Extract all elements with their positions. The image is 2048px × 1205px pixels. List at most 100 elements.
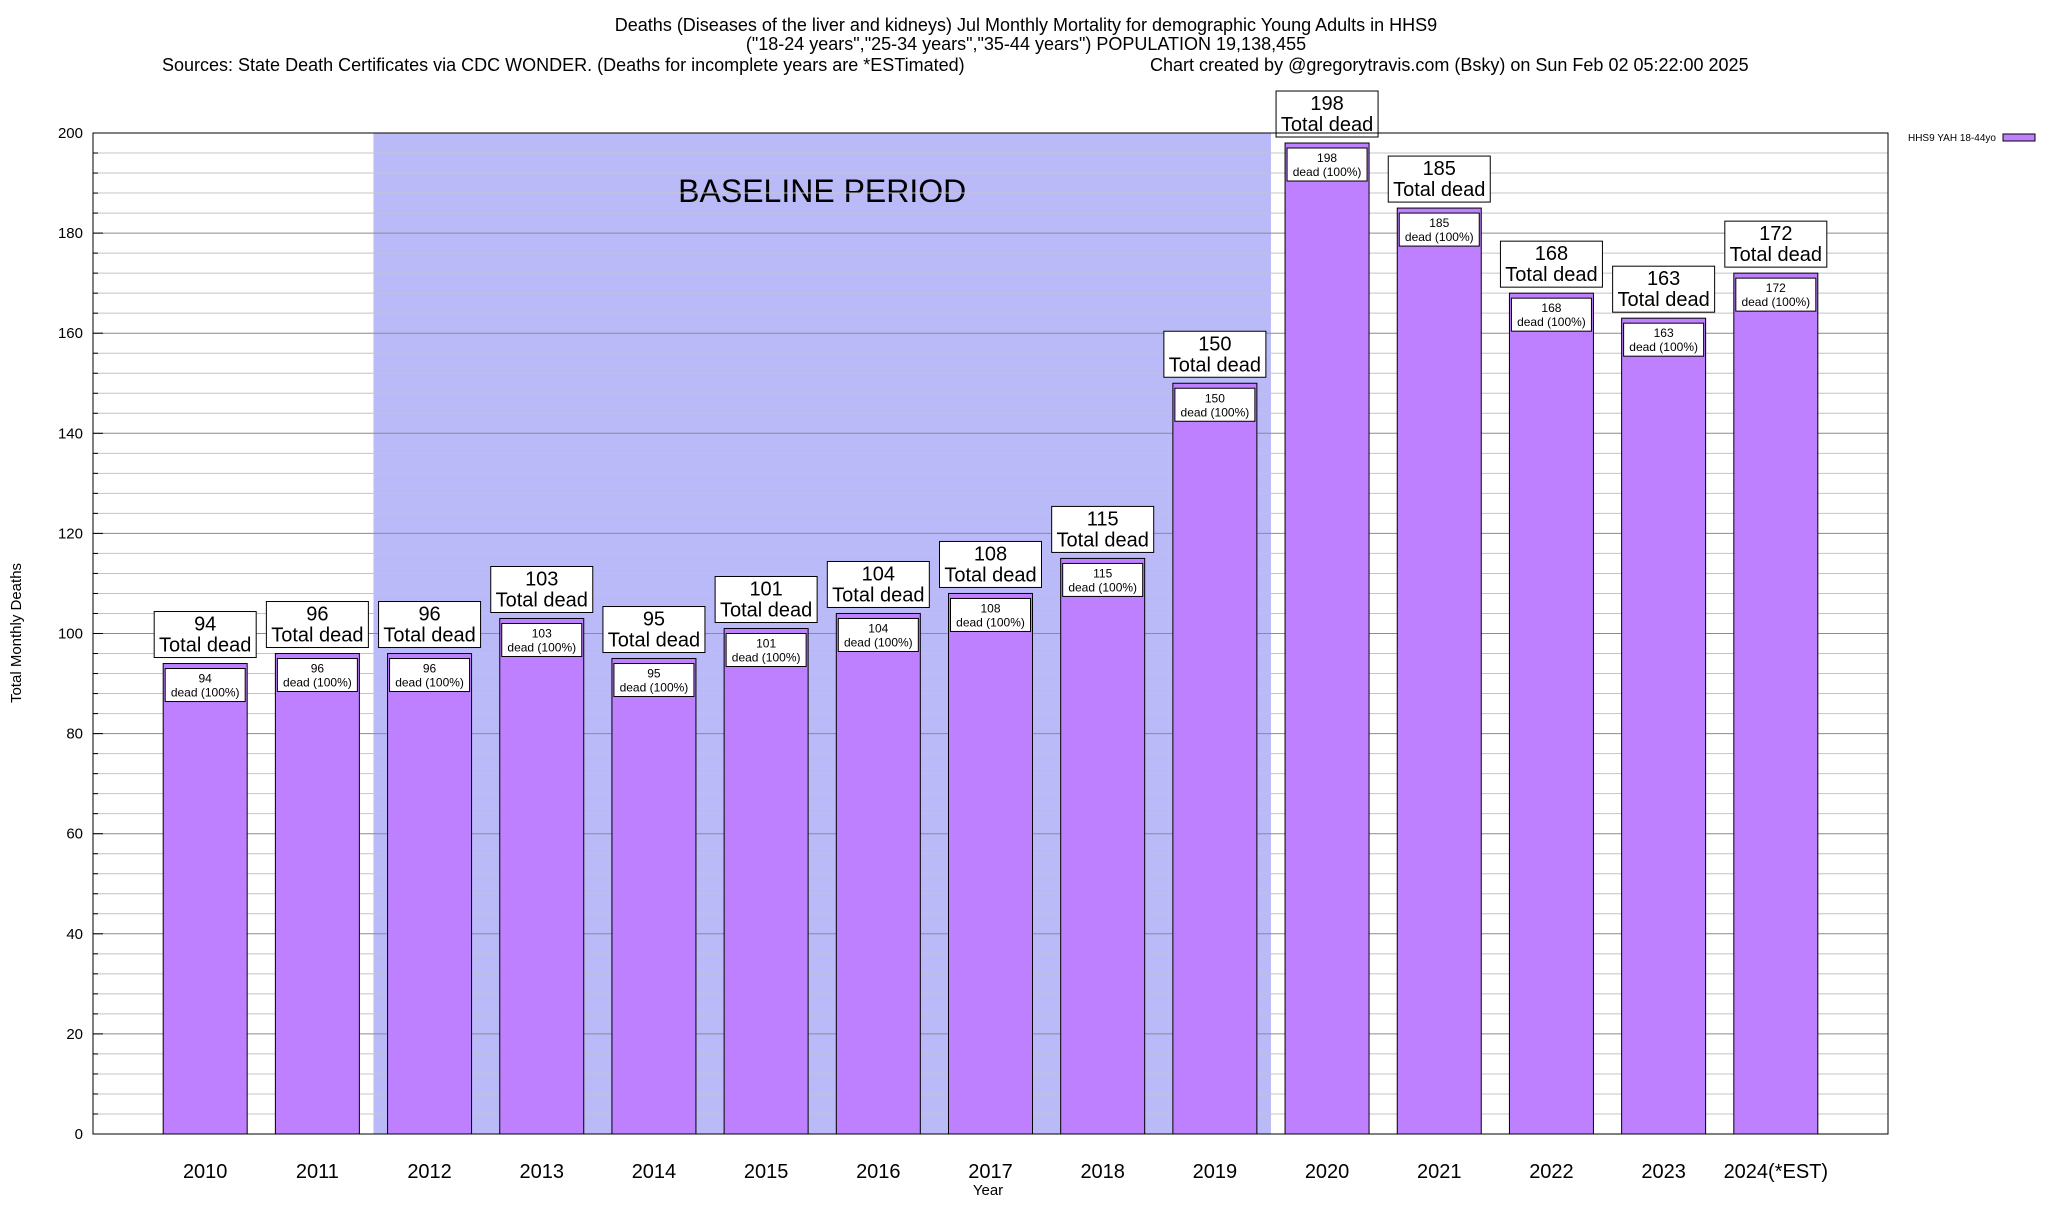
bar-inner-percent-label: dead (100%) <box>956 615 1025 629</box>
bar-inner-value-label: 163 <box>1654 326 1674 340</box>
bar-inner-label-box <box>1174 387 1256 422</box>
bar-total-value-label: 172 <box>1759 223 1792 245</box>
bar-total-value-label: 150 <box>1198 333 1231 355</box>
y-tick-label: 160 <box>58 325 83 342</box>
bar-inner-label-box <box>613 663 695 698</box>
bar-inner-label-box <box>164 668 246 703</box>
bar-inner-label-box <box>1398 212 1480 247</box>
bar-inner-percent-label: dead (100%) <box>1181 405 1250 419</box>
bar-inner-value-label: 198 <box>1317 151 1337 165</box>
bar-inner-label-box <box>1735 277 1817 312</box>
x-tick-label: 2011 <box>296 1161 339 1183</box>
bar-inner-percent-label: dead (100%) <box>1517 315 1586 329</box>
bar <box>274 653 360 1135</box>
bar-inner-percent-label: dead (100%) <box>171 686 240 700</box>
bar-inner-label-box <box>1286 147 1368 182</box>
bar-total-value-label: 108 <box>974 543 1007 565</box>
bar-total-dead-label: Total dead <box>608 630 700 652</box>
chart-title-line-1: Deaths (Diseases of the liver and kidney… <box>615 15 1437 35</box>
bar-total-value-label: 185 <box>1423 158 1456 180</box>
bar-inner-percent-label: dead (100%) <box>283 676 352 690</box>
x-tick-label: 2013 <box>520 1161 565 1183</box>
bar-total-dead-label: Total dead <box>944 564 1036 586</box>
bar-total-value-label: 95 <box>643 609 665 631</box>
bar-total-dead-label: Total dead <box>271 625 363 647</box>
bar-inner-percent-label: dead (100%) <box>1293 165 1362 179</box>
bar-inner-value-label: 168 <box>1541 301 1561 315</box>
y-tick-label: 20 <box>66 1026 83 1043</box>
bar-inner-value-label: 104 <box>868 621 888 635</box>
y-tick-label: 180 <box>58 225 83 242</box>
bar-total-value-label: 103 <box>525 568 558 590</box>
bar-inner-percent-label: dead (100%) <box>1741 295 1810 309</box>
x-tick-label: 2012 <box>407 1161 452 1183</box>
bar-inner-label-box <box>276 658 358 693</box>
bar-inner-percent-label: dead (100%) <box>395 676 464 690</box>
bar-total-value-label: 168 <box>1535 243 1568 265</box>
bar-inner-percent-label: dead (100%) <box>620 681 689 695</box>
y-axis-label: Total Monthly Deaths <box>8 563 25 703</box>
bar-inner-value-label: 115 <box>1093 566 1112 580</box>
bar <box>1172 382 1258 1135</box>
y-tick-label: 200 <box>58 125 83 142</box>
bar-inner-value-label: 108 <box>980 601 1000 615</box>
x-tick-label: 2018 <box>1080 1161 1125 1183</box>
bar-inner-percent-label: dead (100%) <box>732 650 801 664</box>
bar-total-value-label: 94 <box>194 614 216 636</box>
bar <box>387 653 473 1135</box>
bar-total-label-box <box>714 575 818 623</box>
bar-total-dead-label: Total dead <box>1281 114 1373 136</box>
bar-total-value-label: 96 <box>306 604 328 626</box>
bar-total-dead-label: Total dead <box>496 589 588 611</box>
x-tick-label: 2022 <box>1529 1161 1574 1183</box>
y-tick-label: 40 <box>66 926 83 943</box>
x-tick-label: 2015 <box>744 1161 789 1183</box>
y-tick-label: 80 <box>66 726 83 743</box>
bar-total-label-box <box>378 601 482 649</box>
bar <box>1508 292 1594 1135</box>
bar-inner-label-box <box>389 658 471 693</box>
bar-total-dead-label: Total dead <box>159 635 251 657</box>
x-tick-label: 2020 <box>1305 1161 1350 1183</box>
bar <box>162 663 248 1135</box>
bar-total-dead-label: Total dead <box>1617 289 1709 311</box>
bar-total-label-box <box>490 565 594 613</box>
y-tick-label: 140 <box>58 425 83 442</box>
bar-inner-label-box <box>950 597 1031 632</box>
bar-total-label-box <box>1724 220 1828 268</box>
bar-inner-percent-label: dead (100%) <box>844 635 913 649</box>
bar-total-dead-label: Total dead <box>1393 179 1485 201</box>
legend-swatch <box>2002 133 2036 142</box>
bar-total-label-box <box>265 601 369 649</box>
bar-total-dead-label: Total dead <box>1169 354 1261 376</box>
bar <box>1060 557 1146 1135</box>
bar-inner-value-label: 150 <box>1205 391 1225 405</box>
bar <box>1621 317 1707 1135</box>
bar-inner-label-box <box>1623 322 1705 357</box>
bar <box>1733 272 1819 1135</box>
bar-inner-label-box <box>501 622 583 657</box>
bar <box>611 658 697 1135</box>
bar-inner-percent-label: dead (100%) <box>1405 230 1474 244</box>
bar-inner-value-label: 172 <box>1766 281 1786 295</box>
bar-total-label-box <box>939 540 1042 588</box>
bar-inner-percent-label: dead (100%) <box>507 640 576 654</box>
bar <box>1284 142 1370 1135</box>
bar-inner-value-label: 94 <box>199 672 213 686</box>
x-tick-label: 2024(*EST) <box>1724 1161 1829 1183</box>
x-axis-label: Year <box>973 1182 1003 1199</box>
chart-credit: Chart created by @gregorytravis.com (Bsk… <box>1150 55 1749 75</box>
x-tick-label: 2017 <box>968 1161 1013 1183</box>
bar <box>948 592 1033 1135</box>
bar-total-label-box <box>826 560 930 608</box>
bar-total-label-box <box>153 611 257 659</box>
bar-inner-label-box <box>1062 562 1144 597</box>
bar-total-dead-label: Total dead <box>383 625 475 647</box>
x-tick-label: 2014 <box>632 1161 677 1183</box>
bar-inner-label-box <box>837 617 919 652</box>
x-tick-label: 2019 <box>1193 1161 1238 1183</box>
bar <box>835 612 921 1135</box>
bar-total-label-box <box>1387 155 1491 203</box>
